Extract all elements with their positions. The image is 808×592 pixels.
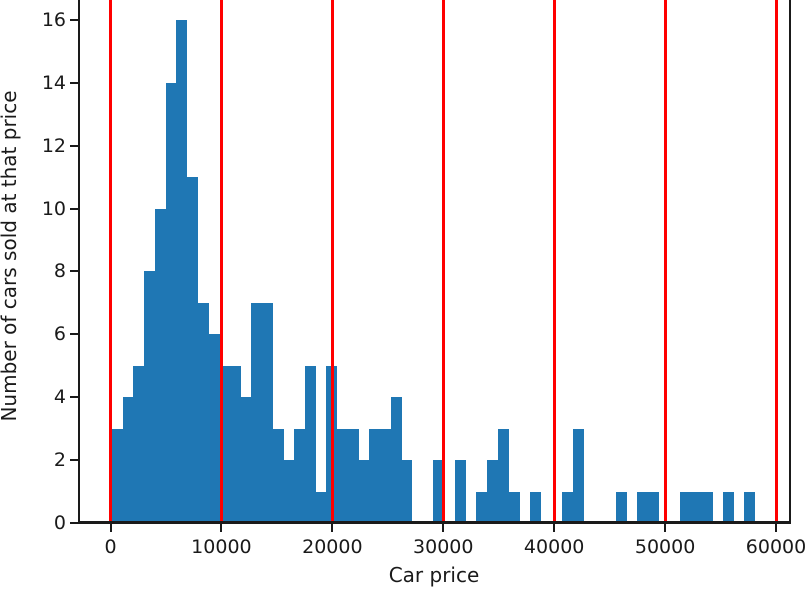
histogram-bar <box>647 491 659 523</box>
histogram-bar <box>165 82 177 523</box>
histogram-bar <box>240 397 252 523</box>
histogram-bar <box>572 428 584 523</box>
histogram-bar <box>401 460 413 523</box>
y-tick-label: 12 <box>41 134 66 157</box>
red-vline <box>552 0 556 523</box>
histogram-bar <box>111 428 124 523</box>
histogram-bar <box>176 19 188 523</box>
x-tick-mark <box>442 523 445 532</box>
red-vline <box>219 0 223 523</box>
histogram-bar <box>358 460 370 523</box>
x-tick-label: 60000 <box>745 536 807 558</box>
histogram-bar <box>369 428 381 523</box>
y-tick-mark <box>70 144 79 147</box>
red-vline <box>663 0 667 523</box>
x-tick-label: 30000 <box>413 536 474 558</box>
histogram-bar <box>154 208 167 523</box>
y-tick-mark <box>70 522 79 524</box>
x-tick-mark <box>553 523 556 532</box>
x-tick-label: 0 <box>104 536 117 558</box>
y-axis-spine <box>78 0 80 523</box>
y-tick-mark <box>70 333 79 336</box>
histogram-bar <box>283 460 295 523</box>
x-tick-mark <box>664 523 667 532</box>
histogram-bar <box>390 397 402 523</box>
histogram-bar <box>219 365 231 523</box>
histogram-bar <box>133 365 145 523</box>
red-vline <box>109 0 112 523</box>
y-tick-label: 10 <box>41 197 66 220</box>
histogram-bar <box>433 460 445 523</box>
x-tick-mark <box>775 523 777 532</box>
histogram-bar <box>508 491 520 523</box>
y-tick-label: 16 <box>41 8 66 31</box>
histogram-bar <box>272 428 284 523</box>
histogram-bar <box>562 491 574 523</box>
histogram-bar <box>347 428 359 523</box>
histogram-bar <box>744 491 756 523</box>
histogram-bar <box>529 491 542 523</box>
y-tick-mark <box>70 207 79 210</box>
y-axis-label: Number of cars sold at that price <box>0 90 21 422</box>
y-tick-label: 8 <box>53 260 66 283</box>
histogram-bar <box>229 365 242 523</box>
y-tick-label: 14 <box>41 71 66 94</box>
right-spine <box>789 0 791 523</box>
histogram-bar <box>487 460 499 523</box>
histogram-bar <box>186 177 199 523</box>
y-tick-mark <box>70 270 79 273</box>
y-tick-label: 0 <box>53 512 66 534</box>
histogram-bar <box>454 460 467 523</box>
histogram-bar <box>122 397 134 523</box>
histogram-bar <box>679 491 692 523</box>
x-tick-label: 50000 <box>634 536 696 558</box>
x-axis-label: Car price <box>388 563 480 587</box>
x-tick-mark <box>109 523 112 532</box>
histogram-bar <box>197 302 209 523</box>
histogram-bar <box>337 428 349 523</box>
histogram-bar <box>251 302 263 523</box>
histogram-bar <box>262 302 274 523</box>
red-vline <box>774 0 778 523</box>
histogram-bar <box>690 491 702 523</box>
y-tick-mark <box>70 18 79 21</box>
histogram-bar <box>476 491 488 523</box>
y-tick-label: 6 <box>53 323 66 346</box>
y-tick-mark <box>70 81 79 84</box>
histogram-bar <box>315 491 327 523</box>
x-axis-spine <box>78 521 791 524</box>
histogram-bar <box>294 428 306 523</box>
x-tick-mark <box>220 523 223 532</box>
histogram-bar <box>615 491 627 523</box>
y-tick-label: 4 <box>53 386 66 409</box>
y-tick-mark <box>70 459 79 462</box>
histogram-bar <box>722 491 734 523</box>
x-tick-label: 10000 <box>191 536 252 558</box>
histogram-bar <box>144 271 156 523</box>
histogram-bar <box>637 491 649 523</box>
histogram-bar <box>304 365 317 523</box>
histogram-bar <box>497 428 509 523</box>
y-tick-mark <box>70 396 79 399</box>
red-vline <box>330 0 334 523</box>
histogram-bar <box>379 428 392 523</box>
histogram-bar <box>701 491 713 523</box>
x-tick-label: 40000 <box>523 536 585 558</box>
histogram-bar <box>208 334 220 523</box>
x-tick-label: 20000 <box>302 536 363 558</box>
y-tick-label: 2 <box>53 449 66 472</box>
red-vline <box>441 0 445 523</box>
x-tick-mark <box>331 523 334 532</box>
